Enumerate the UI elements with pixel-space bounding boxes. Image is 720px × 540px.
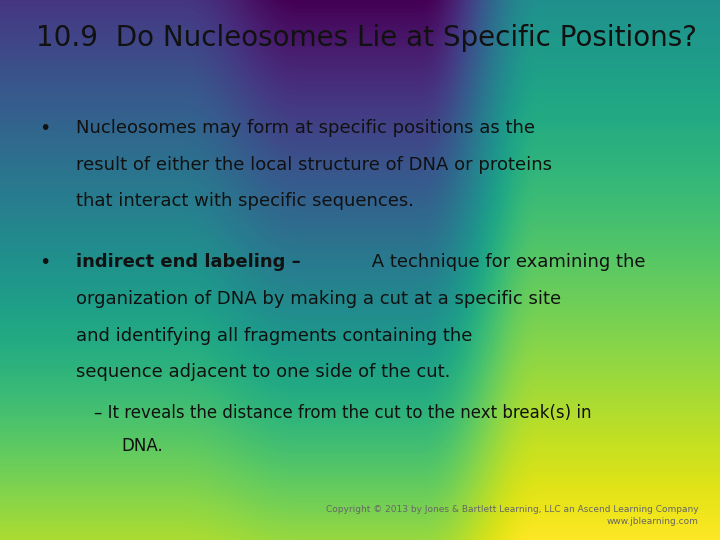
Text: •: •	[40, 119, 51, 138]
Text: organization of DNA by making a cut at a specific site: organization of DNA by making a cut at a…	[76, 290, 561, 308]
Text: •: •	[40, 253, 51, 272]
Text: result of either the local structure of DNA or proteins: result of either the local structure of …	[76, 156, 552, 173]
Text: A technique for examining the: A technique for examining the	[366, 253, 645, 271]
Text: that interact with specific sequences.: that interact with specific sequences.	[76, 192, 413, 210]
Text: DNA.: DNA.	[121, 437, 163, 455]
Text: 10.9  Do Nucleosomes Lie at Specific Positions?: 10.9 Do Nucleosomes Lie at Specific Posi…	[36, 24, 697, 52]
Text: indirect end labeling –: indirect end labeling –	[76, 253, 300, 271]
Text: Copyright © 2013 by Jones & Bartlett Learning, LLC an Ascend Learning Company
ww: Copyright © 2013 by Jones & Bartlett Lea…	[325, 505, 698, 526]
Text: sequence adjacent to one side of the cut.: sequence adjacent to one side of the cut…	[76, 363, 450, 381]
Text: and identifying all fragments containing the: and identifying all fragments containing…	[76, 327, 472, 345]
Text: Nucleosomes may form at specific positions as the: Nucleosomes may form at specific positio…	[76, 119, 534, 137]
Text: – It reveals the distance from the cut to the next break(s) in: – It reveals the distance from the cut t…	[94, 404, 591, 422]
